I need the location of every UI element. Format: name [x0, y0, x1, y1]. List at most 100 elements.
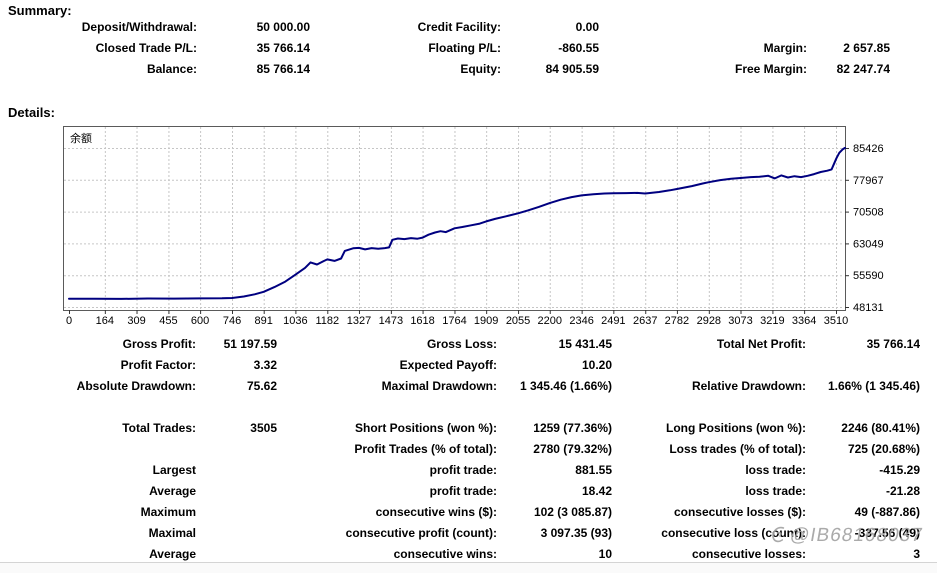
stat-label: Average: [149, 484, 196, 498]
x-tick-label: 455: [159, 315, 177, 327]
stat-value: 85 766.14: [256, 62, 310, 76]
x-tick-label: 2346: [569, 315, 593, 327]
x-tick-label: 1909: [474, 315, 498, 327]
x-tick-label: 3073: [728, 315, 752, 327]
stat-value: 2780 (79.32%): [533, 442, 612, 456]
y-tick-label: 85426: [853, 143, 884, 155]
stat-label: Maximum: [140, 505, 196, 519]
stat-label: Absolute Drawdown:: [76, 379, 196, 393]
y-tick-label: 63049: [853, 238, 884, 250]
stat-label: Profit Factor:: [120, 358, 196, 372]
stat-label: Gross Profit:: [122, 337, 196, 351]
stat-value: 0.00: [575, 20, 599, 34]
stat-label: Largest: [152, 463, 196, 477]
stat-value: [196, 460, 277, 481]
stat-label: Total Trades:: [122, 421, 196, 435]
stat-value: 18.42: [581, 484, 612, 498]
chart-border: [63, 126, 846, 311]
stat-value: 2 657.85: [843, 41, 890, 55]
stat-value: 15 431.45: [558, 337, 612, 351]
stat-label: consecutive losses ($):: [673, 505, 806, 519]
summary-heading: Summary:: [8, 3, 72, 18]
stat-label: Equity:: [460, 62, 501, 76]
stat-label: Margin:: [763, 41, 807, 55]
stat-value: 1259 (77.36%): [533, 421, 612, 435]
stat-value: [196, 502, 277, 523]
stat-label: [599, 17, 807, 38]
stat-value: 75.62: [246, 379, 277, 393]
stat-value: [807, 17, 890, 38]
stat-value: -415.29: [879, 463, 920, 477]
y-tick-label: 70508: [853, 207, 884, 219]
stat-value: 50 000.00: [256, 20, 310, 34]
details-heading: Details:: [8, 105, 55, 120]
stat-value: -860.55: [558, 41, 599, 55]
stat-label: Expected Payoff:: [399, 358, 497, 372]
stat-value: 51 197.59: [223, 337, 277, 351]
spacer: [0, 397, 920, 417]
stat-value: 2246 (80.41%): [841, 421, 920, 435]
stat-label: Maximal Drawdown:: [381, 379, 497, 393]
stat-label: Free Margin:: [734, 62, 807, 76]
stat-value: 35 766.14: [256, 41, 310, 55]
stat-label: Closed Trade P/L:: [95, 41, 197, 55]
x-tick-label: 2200: [537, 315, 561, 327]
x-tick-label: 746: [223, 315, 241, 327]
bottom-strip: [0, 563, 937, 573]
x-tick-label: 600: [191, 315, 209, 327]
summary-grid: Deposit/Withdrawal: 50 000.00 Credit Facil…: [0, 17, 890, 80]
x-tick-label: 891: [255, 315, 273, 327]
x-tick-label: 3510: [824, 315, 848, 327]
stat-value: 1.66% (1 345.46): [827, 379, 920, 393]
stat-label: consecutive loss (count):: [661, 526, 806, 540]
stat-label: consecutive profit (count):: [345, 526, 497, 540]
stat-label: profit trade:: [429, 463, 497, 477]
stat-label: Short Positions (won %):: [355, 421, 497, 435]
stat-label: [612, 355, 806, 376]
x-tick-label: 2782: [665, 315, 689, 327]
stat-value: [196, 439, 277, 460]
stat-value: 10: [598, 547, 612, 561]
stat-label: Profit Trades (% of total):: [354, 442, 497, 456]
stat-value: [196, 481, 277, 502]
stat-label: Credit Facility:: [417, 20, 501, 34]
stat-value: [806, 355, 920, 376]
stat-value: 1 345.46 (1.66%): [519, 379, 612, 393]
y-tick-label: 48131: [853, 302, 884, 314]
x-tick-label: 3219: [760, 315, 784, 327]
x-tick-label: 2055: [506, 315, 530, 327]
stat-label: Total Net Profit:: [716, 337, 806, 351]
stat-value: 3505: [250, 421, 277, 435]
stat-label: [0, 439, 196, 460]
x-tick-label: 1473: [379, 315, 403, 327]
stat-value: 102 (3 085.87): [533, 505, 612, 519]
stat-label: Long Positions (won %):: [666, 421, 806, 435]
stat-label: profit trade:: [429, 484, 497, 498]
stat-label: Relative Drawdown:: [691, 379, 806, 393]
stat-value: -21.28: [885, 484, 920, 498]
x-tick-label: 0: [66, 315, 72, 327]
stat-label: Deposit/Withdrawal:: [81, 20, 197, 34]
stat-label: Average: [149, 547, 196, 561]
x-tick-label: 1036: [283, 315, 307, 327]
balance-line: [68, 146, 846, 300]
bottom-separator: [0, 562, 937, 563]
stat-label: Loss trades (% of total):: [669, 442, 806, 456]
x-tick-label: 1182: [315, 315, 339, 327]
x-tick-label: 2637: [633, 315, 657, 327]
stat-value: 3.32: [253, 358, 277, 372]
x-tick-label: 1764: [442, 315, 466, 327]
x-tick-label: 2491: [601, 315, 625, 327]
stat-label: consecutive wins ($):: [375, 505, 497, 519]
stat-value: 3: [913, 547, 920, 561]
stat-label: Maximal: [148, 526, 196, 540]
stat-value: 84 905.59: [545, 62, 599, 76]
stat-value: [196, 523, 277, 544]
x-tick-label: 309: [127, 315, 145, 327]
stats-grid: Gross Profit: 51 197.59 Gross Loss: 15 431.…: [0, 334, 920, 565]
stat-value: -337.56 (49): [854, 526, 920, 540]
balance-chart-svg: 0 164 309 455 600 746 891 1036 1182 1327 1473 1618 1…: [63, 126, 884, 327]
stat-value: 35 766.14: [866, 337, 920, 351]
stat-value: 3 097.35 (93): [540, 526, 612, 540]
stat-label: consecutive losses:: [691, 547, 806, 561]
